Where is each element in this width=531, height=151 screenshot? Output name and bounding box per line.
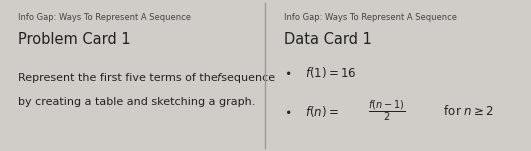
Text: f: f <box>217 73 220 83</box>
Text: $f(n) = $: $f(n) = $ <box>305 104 338 119</box>
Text: $\bullet$: $\bullet$ <box>284 65 291 78</box>
Text: $\bullet$: $\bullet$ <box>284 104 291 117</box>
Text: by creating a table and sketching a graph.: by creating a table and sketching a grap… <box>18 97 255 107</box>
Text: $\frac{f(n-1)}{2}$: $\frac{f(n-1)}{2}$ <box>369 99 406 124</box>
Text: $f(1) = 16$: $f(1) = 16$ <box>305 65 356 80</box>
Text: Problem Card 1: Problem Card 1 <box>18 32 131 47</box>
Text: for $n \geq 2$: for $n \geq 2$ <box>440 104 494 119</box>
Text: Data Card 1: Data Card 1 <box>284 32 372 47</box>
Text: Represent the first five terms of the sequence: Represent the first five terms of the se… <box>18 73 279 83</box>
Text: Info Gap: Ways To Represent A Sequence: Info Gap: Ways To Represent A Sequence <box>284 13 457 22</box>
Text: Info Gap: Ways To Represent A Sequence: Info Gap: Ways To Represent A Sequence <box>18 13 191 22</box>
